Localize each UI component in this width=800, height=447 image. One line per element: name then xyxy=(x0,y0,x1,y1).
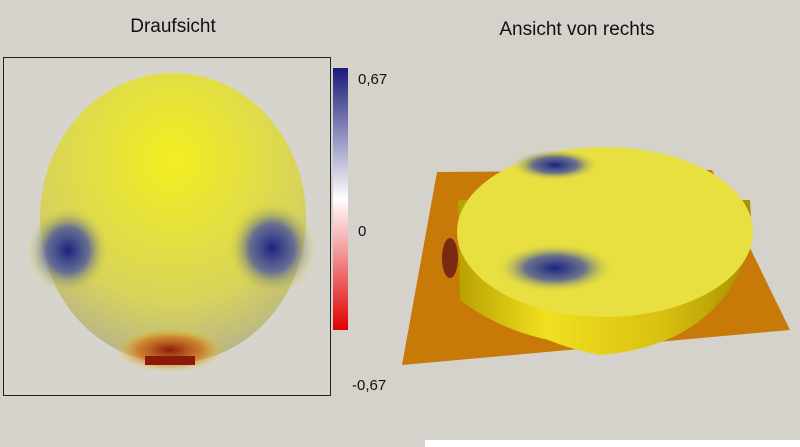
bottom-strip xyxy=(425,440,800,447)
panel-title: Draufsicht xyxy=(130,16,216,37)
red-region xyxy=(442,238,458,278)
disk xyxy=(40,73,306,363)
colorbar-label: 0,67 xyxy=(358,71,387,88)
colorbar-label: 0 xyxy=(358,223,366,240)
red-region xyxy=(115,328,225,372)
blue-region xyxy=(227,200,317,296)
colorbar xyxy=(333,68,348,330)
blue-region xyxy=(495,243,615,293)
colorbar-label: -0,67 xyxy=(352,377,386,394)
disk-top xyxy=(457,147,753,317)
blue-region xyxy=(26,205,110,295)
red-region xyxy=(145,356,195,365)
blue-region xyxy=(510,149,600,181)
panel-title: Ansicht von rechts xyxy=(499,19,654,40)
